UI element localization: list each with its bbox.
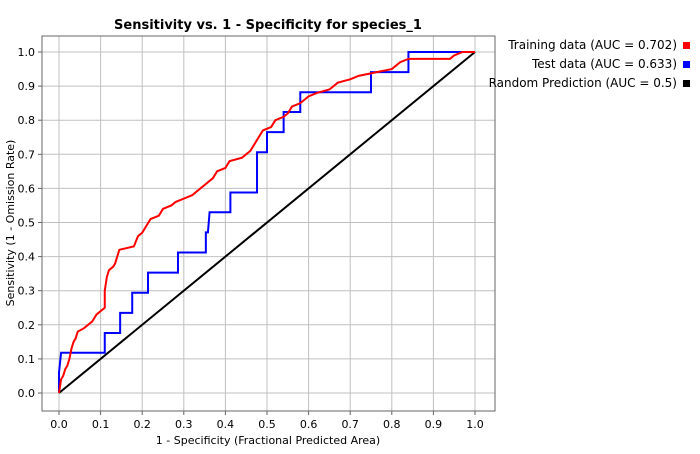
x-tick-label: 0.2 bbox=[133, 418, 151, 431]
y-tick-label: 0.3 bbox=[18, 285, 36, 298]
tick-layer: 0.0 0.1 0.2 0.3 0.4 0.5 0.6 0.7 0.8 0.9 1.0 0.0 0.1 0… bbox=[18, 46, 484, 431]
series-line-random bbox=[58, 51, 476, 394]
x-tick-label: 0.4 bbox=[217, 418, 235, 431]
series-line-test bbox=[58, 51, 475, 393]
y-tick-label: 0.1 bbox=[18, 353, 36, 366]
y-tick-label: 1.0 bbox=[18, 46, 36, 59]
plot-frame bbox=[41, 35, 496, 412]
legend-swatch-random bbox=[683, 80, 690, 87]
legend-label-training: Training data (AUC = 0.702) bbox=[508, 38, 677, 52]
x-tick-label: 1.0 bbox=[466, 418, 484, 431]
x-tick-label: 0.7 bbox=[341, 418, 359, 431]
legend-label-random: Random Prediction (AUC = 0.5) bbox=[488, 76, 677, 90]
y-tick-label: 0.0 bbox=[18, 387, 36, 400]
x-tick-label: 0.9 bbox=[425, 418, 443, 431]
y-tick-label: 0.5 bbox=[18, 217, 36, 230]
series-line-training bbox=[58, 51, 475, 394]
legend-item-test: Test data (AUC = 0.633) bbox=[489, 55, 690, 74]
x-tick-label: 0.0 bbox=[50, 418, 68, 431]
y-tick-label: 0.4 bbox=[18, 251, 36, 264]
y-tick-label: 0.7 bbox=[18, 148, 36, 161]
legend-item-random: Random Prediction (AUC = 0.5) bbox=[489, 74, 690, 93]
x-tick-label: 0.5 bbox=[258, 418, 276, 431]
x-tick-label: 0.8 bbox=[383, 418, 401, 431]
legend-swatch-test bbox=[683, 61, 690, 68]
y-tick-label: 0.6 bbox=[18, 182, 36, 195]
legend: Training data (AUC = 0.702) Test data (A… bbox=[489, 36, 690, 93]
x-axis-label: 1 - Specificity (Fractional Predicted Ar… bbox=[156, 434, 380, 447]
y-tick-label: 0.8 bbox=[18, 114, 36, 127]
x-tick-label: 0.3 bbox=[175, 418, 193, 431]
legend-swatch-training bbox=[683, 42, 690, 49]
x-tick-label: 0.1 bbox=[92, 418, 110, 431]
x-tick-label: 0.6 bbox=[300, 418, 318, 431]
series-layer bbox=[58, 51, 476, 394]
chart-title: Sensitivity vs. 1 - Specificity for spec… bbox=[114, 18, 422, 33]
legend-label-test: Test data (AUC = 0.633) bbox=[531, 57, 677, 71]
y-tick-label: 0.2 bbox=[18, 319, 36, 332]
y-tick-label: 0.9 bbox=[18, 80, 36, 93]
y-axis-label: Sensitivity (1 - Omission Rate) bbox=[4, 140, 17, 307]
legend-item-training: Training data (AUC = 0.702) bbox=[489, 36, 690, 55]
